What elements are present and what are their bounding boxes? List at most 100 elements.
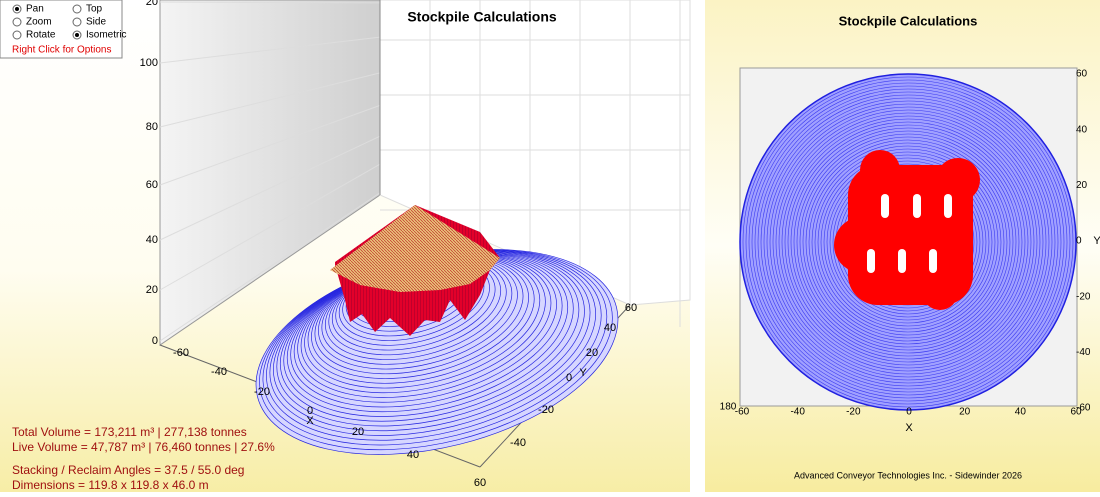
- z-tick-label: 80: [146, 121, 158, 133]
- contour-ring: [811, 145, 1005, 339]
- contour-ring: [823, 157, 993, 327]
- y-tick-label: 0: [1076, 236, 1082, 247]
- x-tick-label: -20: [254, 386, 270, 398]
- summary-line: Dimensions = 119.8 x 119.8 x 46.0 m: [12, 478, 209, 492]
- summary-line: Live Volume = 47,787 m³ | 76,460 tonnes …: [12, 440, 275, 454]
- stockpile-top: [330, 205, 500, 292]
- radio[interactable]: [12, 30, 22, 40]
- radio-label[interactable]: Zoom: [26, 17, 52, 28]
- grid-line: [159, 36, 381, 64]
- z-tick-label: 0: [152, 335, 158, 347]
- contour-ring: [784, 118, 1032, 366]
- contour-ring: [748, 82, 1068, 402]
- summary-line: Stacking / Reclaim Angles = 37.5 / 55.0 …: [12, 463, 244, 477]
- contour-ring: [754, 88, 1062, 396]
- contour-ring: [826, 160, 990, 324]
- radio-label[interactable]: Pan: [26, 4, 44, 15]
- radio[interactable]: [72, 17, 82, 27]
- contour-ring: [772, 106, 1044, 378]
- contour-ring: [817, 151, 999, 333]
- grid-line: [159, 163, 381, 291]
- z-tick-label: 40: [146, 234, 158, 246]
- summary-line: Total Volume = 173,211 m³ | 277,138 tonn…: [12, 425, 247, 439]
- contour-ring: [802, 136, 1014, 348]
- contour-ring: [805, 139, 1011, 345]
- reclaim-area: [834, 150, 980, 310]
- grid-line: [159, 72, 381, 128]
- contour-ring: [793, 127, 1023, 357]
- y-tick-label: -40: [1076, 347, 1091, 358]
- axis-label: Y: [579, 367, 587, 379]
- y-tick-label: 20: [586, 347, 598, 359]
- y-tick-label: -40: [510, 437, 526, 449]
- contour-ring: [760, 94, 1056, 390]
- contour-ring: [757, 91, 1059, 393]
- y-tick-label: -20: [1076, 291, 1091, 302]
- x-tick-label: 40: [407, 449, 419, 461]
- x-tick-label: -40: [211, 366, 227, 378]
- x-tick-label: 0: [906, 407, 912, 418]
- x-tick-label: 20: [352, 426, 364, 438]
- grid-line: [159, 192, 381, 342]
- contour-ring: [787, 121, 1029, 363]
- grid-line: [159, 104, 381, 186]
- x-tick-label: 40: [1015, 407, 1027, 418]
- radio[interactable]: [12, 17, 22, 27]
- contour-ring: [769, 103, 1047, 381]
- y-tick-label: 60: [1076, 69, 1088, 80]
- grid-line: [159, 1, 381, 4]
- x-tick-label: -40: [790, 407, 805, 418]
- contour-ring: [751, 85, 1065, 399]
- chart-title: Stockpile Calculations: [407, 9, 557, 25]
- z-tick-label: 60: [146, 179, 158, 191]
- contour-ring: [766, 100, 1050, 384]
- x-tick-label: 60: [474, 477, 486, 489]
- contour-ring: [778, 112, 1038, 372]
- y-tick-label: 20: [1076, 180, 1088, 191]
- chart-title: Stockpile Calculations: [839, 13, 978, 28]
- x-tick-label: 20: [959, 407, 971, 418]
- contour-ring: [763, 97, 1053, 387]
- x-tick-label: -60: [173, 347, 189, 359]
- x-tick-label: 0: [307, 405, 313, 417]
- contour-ring: [808, 142, 1008, 342]
- y-tick-label: 40: [604, 322, 616, 334]
- axis-label: Y: [1093, 235, 1100, 247]
- contour-ring: [820, 154, 996, 330]
- z-tick-label: 100: [140, 57, 158, 69]
- radio[interactable]: [72, 4, 82, 14]
- radio-dot: [75, 33, 79, 37]
- corner-label: 180: [720, 402, 737, 413]
- radio-dot: [15, 7, 19, 11]
- contour-ring: [745, 79, 1071, 405]
- radio-label[interactable]: Rotate: [26, 30, 56, 41]
- footer: Advanced Conveyor Technologies Inc. - Si…: [794, 470, 1022, 480]
- hint[interactable]: Right Click for Options: [12, 45, 111, 56]
- y-tick-label: 40: [1076, 124, 1088, 135]
- y-tick-label: 60: [625, 302, 637, 314]
- radio-label[interactable]: Isometric: [86, 30, 127, 41]
- contour-ring: [790, 124, 1026, 360]
- y-tick-label: -20: [538, 404, 554, 416]
- x-tick-label: -60: [735, 407, 750, 418]
- contour-ring: [829, 163, 987, 321]
- grid-line: [159, 135, 381, 241]
- y-tick-label: -60: [1076, 403, 1091, 414]
- contour-ring: [814, 148, 1002, 336]
- contour-ring: [799, 133, 1017, 351]
- x-tick-label: -20: [846, 407, 861, 418]
- axis-label: X: [905, 422, 913, 434]
- z-tick-label: 20: [146, 284, 158, 296]
- x-tick-label: 60: [1070, 407, 1082, 418]
- contour-ring: [742, 76, 1074, 408]
- contour-ring: [796, 130, 1020, 354]
- contour-ring: [781, 115, 1035, 369]
- radio-label[interactable]: Top: [86, 4, 103, 15]
- slots: [867, 194, 952, 273]
- z-tick-label: 20: [146, 0, 158, 8]
- radio-label[interactable]: Side: [86, 17, 106, 28]
- axis-label: X: [306, 415, 314, 427]
- contour-ring: [775, 109, 1041, 375]
- y-tick-label: 0: [566, 372, 572, 384]
